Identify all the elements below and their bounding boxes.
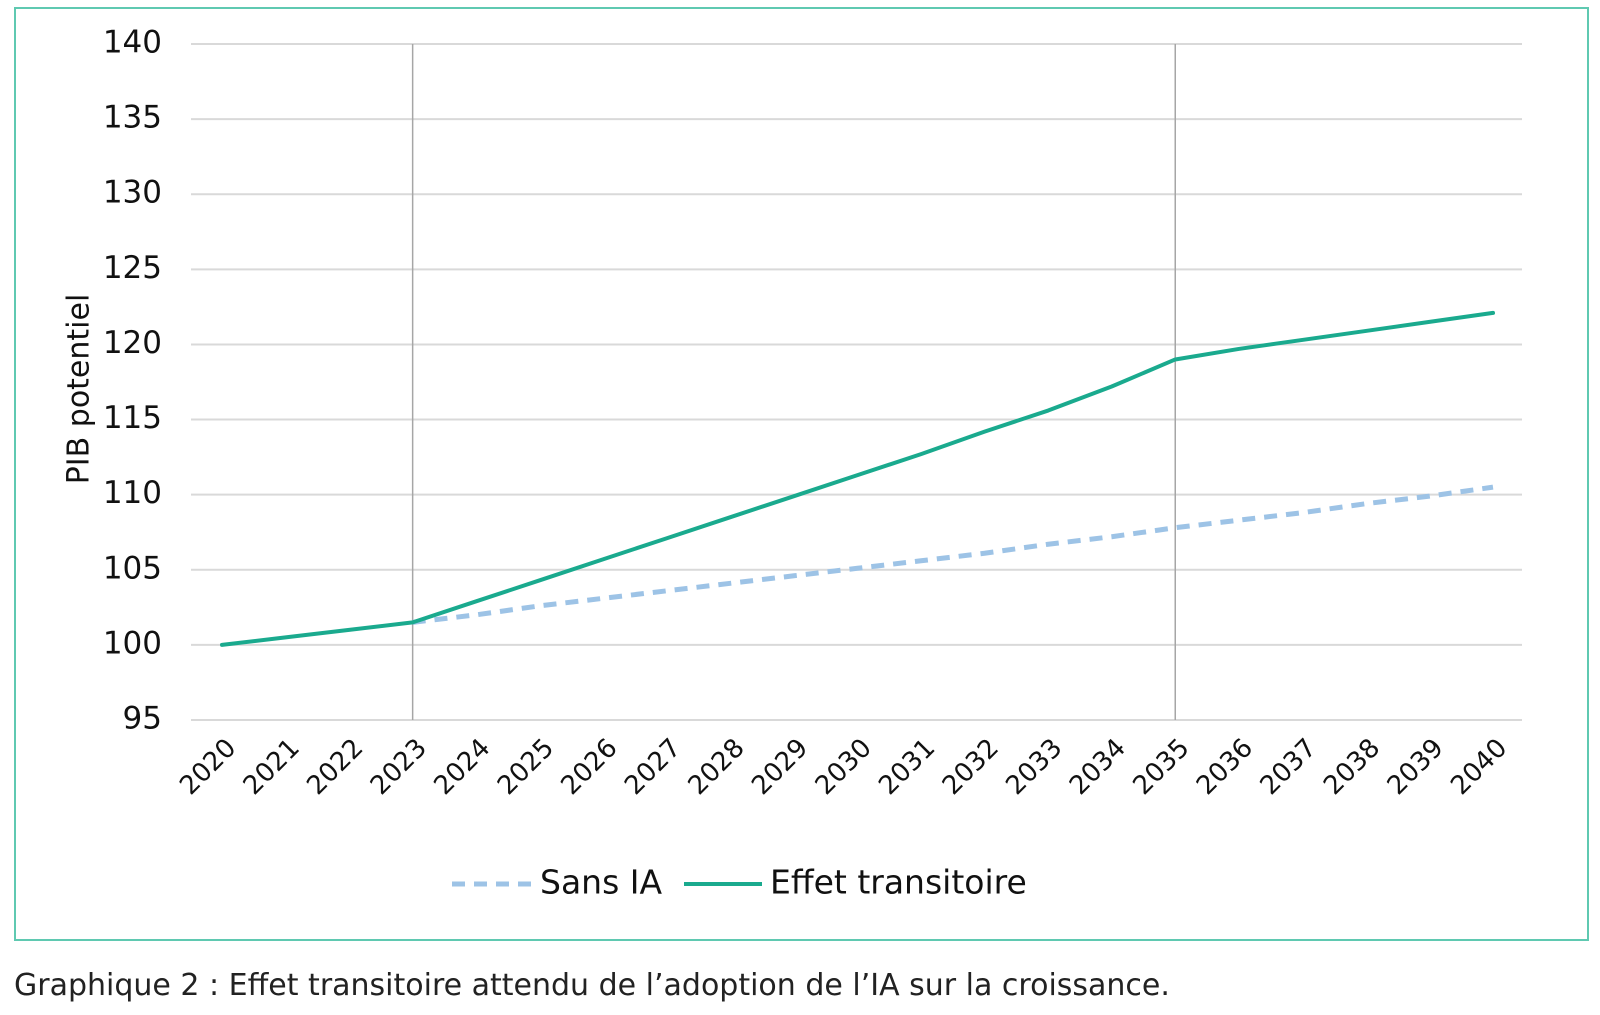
- x-tick-label: 2032: [937, 733, 1005, 801]
- x-tick-label: 2028: [683, 733, 751, 801]
- x-tick-label: 2023: [365, 733, 433, 801]
- x-tick-label: 2027: [619, 733, 687, 801]
- x-tick-label: 2029: [746, 733, 814, 801]
- reference-lines: [411, 44, 1176, 720]
- x-tick-label: 2031: [873, 733, 941, 801]
- y-axis-ticks: 95 100 105 110 115 120 125 130 135 140: [103, 25, 162, 737]
- x-tick-label: 2020: [174, 733, 242, 801]
- legend: Sans IA Effet transitoire: [452, 863, 1027, 902]
- x-axis-ticks: 2020202120222023202420252026202720282029…: [174, 733, 1513, 801]
- x-tick-label: 2033: [1000, 733, 1068, 801]
- y-tick-label: 100: [103, 625, 162, 661]
- x-tick-label: 2040: [1445, 733, 1513, 801]
- x-tick-label: 2022: [301, 733, 369, 801]
- y-tick-label: 115: [103, 400, 162, 436]
- x-tick-label: 2039: [1382, 733, 1450, 801]
- grid-lines: [191, 43, 1522, 721]
- y-tick-label: 105: [103, 550, 162, 586]
- x-tick-label: 2026: [556, 733, 624, 801]
- y-tick-label: 130: [103, 175, 162, 211]
- chart-frame: 95 100 105 110 115 120 125 130 135 140 2020 2021 20…: [14, 7, 1589, 941]
- y-axis-label: PIB potentiel: [62, 294, 97, 485]
- x-tick-label: 2038: [1318, 733, 1386, 801]
- y-tick-label: 95: [123, 701, 162, 737]
- x-tick-label: 2035: [1127, 733, 1195, 801]
- y-tick-label: 120: [103, 325, 162, 361]
- series-line-effet-transitoire: [220, 310, 1495, 647]
- legend-label-effet-transitoire: Effet transitoire: [770, 863, 1027, 902]
- y-tick-label: 110: [103, 475, 162, 511]
- x-tick-label: 2037: [1255, 733, 1323, 801]
- legend-label-sans-ia: Sans IA: [540, 863, 662, 902]
- y-tick-label: 135: [103, 100, 162, 136]
- x-tick-label: 2036: [1191, 733, 1259, 801]
- x-tick-label: 2034: [1064, 733, 1132, 801]
- figure-caption: Graphique 2 : Effet transitoire attendu …: [14, 968, 1170, 1003]
- series-lines: [220, 310, 1495, 647]
- y-tick-label: 125: [103, 250, 162, 286]
- y-tick-label: 140: [103, 25, 162, 61]
- x-tick-label: 2030: [810, 733, 878, 801]
- x-tick-label: 2025: [492, 733, 560, 801]
- x-tick-label: 2024: [428, 733, 496, 801]
- series-line-sans-ia: [412, 484, 1494, 625]
- x-tick-label: 2021: [238, 733, 306, 801]
